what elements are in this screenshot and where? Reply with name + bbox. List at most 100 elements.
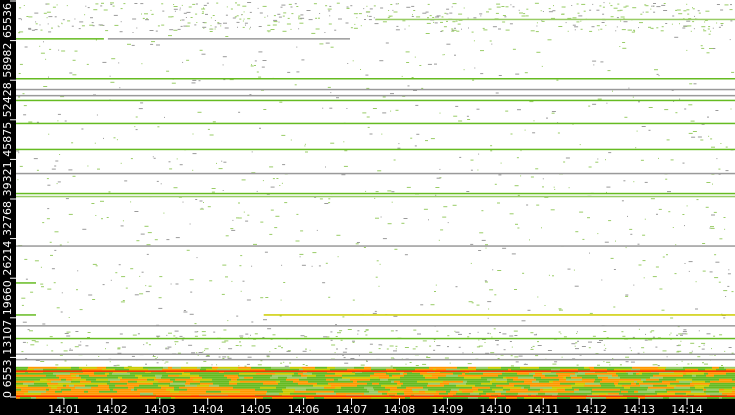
heat-cell — [267, 390, 283, 393]
activity-dot — [149, 30, 154, 31]
activity-dot — [56, 4, 58, 6]
activity-dot — [120, 21, 122, 23]
activity-dot — [429, 345, 432, 347]
activity-dot — [242, 26, 245, 28]
heat-cell — [572, 386, 579, 389]
y-tick-label: 58982 — [1, 43, 14, 78]
heat-cell — [728, 382, 735, 385]
activity-dot — [663, 10, 668, 11]
activity-dot — [730, 20, 733, 22]
heat-cell — [634, 374, 653, 377]
activity-dot — [247, 18, 251, 20]
activity-dot — [325, 166, 326, 168]
activity-dot — [210, 25, 212, 27]
activity-dot — [523, 363, 528, 365]
activity-dot — [650, 8, 652, 10]
activity-dot — [481, 339, 486, 340]
heat-cell — [586, 380, 594, 383]
activity-dot — [675, 9, 678, 11]
heat-cell — [554, 376, 563, 379]
activity-dot — [360, 69, 361, 70]
heat-cell — [239, 384, 243, 387]
heat-cell — [394, 380, 400, 383]
activity-dot — [55, 364, 59, 366]
activity-dot — [652, 5, 655, 7]
activity-dot — [27, 329, 30, 331]
activity-dot — [553, 186, 555, 188]
activity-dot — [225, 276, 228, 278]
activity-dot — [658, 208, 662, 210]
activity-dot — [635, 147, 637, 149]
heat-cell — [156, 376, 161, 379]
activity-dot — [23, 105, 27, 107]
activity-dot — [319, 43, 324, 45]
activity-dot — [235, 2, 237, 4]
activity-dot — [166, 70, 170, 72]
heat-cell — [563, 376, 566, 379]
heat-cell — [405, 378, 425, 381]
activity-dot — [262, 5, 264, 7]
heat-cell — [299, 368, 303, 371]
activity-dot — [558, 26, 563, 27]
heat-cell — [495, 390, 506, 393]
heat-cell — [492, 382, 506, 385]
activity-dot — [198, 352, 203, 353]
activity-dot — [567, 30, 569, 32]
activity-dot — [22, 93, 25, 95]
activity-dot — [330, 331, 333, 333]
heat-cell — [710, 382, 728, 385]
activity-dot — [676, 334, 678, 336]
activity-dot — [48, 16, 53, 18]
activity-dot — [214, 28, 216, 30]
activity-dot — [173, 4, 175, 5]
activity-dot — [139, 293, 144, 295]
activity-dot — [572, 17, 577, 19]
activity-dot — [68, 213, 73, 215]
activity-dot — [60, 96, 65, 98]
activity-dot — [367, 15, 368, 17]
activity-dot — [232, 219, 234, 221]
activity-dot — [336, 234, 341, 236]
activity-dot — [650, 198, 655, 200]
heat-cell — [85, 384, 98, 387]
activity-dot — [603, 349, 606, 351]
heat-cell — [47, 376, 59, 379]
activity-dot — [270, 186, 275, 188]
heat-cell — [627, 396, 638, 399]
activity-dot — [134, 3, 138, 4]
activity-dot — [325, 5, 328, 7]
heat-cell — [667, 384, 676, 387]
activity-dot — [468, 333, 471, 335]
heat-cell — [553, 380, 573, 383]
heat-cell — [612, 374, 618, 377]
activity-dot — [346, 108, 348, 109]
activity-dot — [535, 333, 537, 335]
activity-dot — [413, 90, 417, 91]
heat-cell — [541, 396, 557, 399]
heat-cell — [582, 376, 585, 379]
heat-cell — [540, 388, 543, 391]
heat-cell — [331, 384, 337, 387]
activity-dot — [22, 341, 26, 343]
activity-dot — [634, 30, 636, 32]
activity-dot — [619, 364, 622, 366]
activity-dot — [350, 5, 353, 7]
activity-dot — [493, 328, 496, 330]
heat-cell — [560, 368, 578, 371]
heat-cell — [459, 388, 470, 391]
activity-dot — [688, 261, 693, 263]
activity-dot — [316, 229, 318, 231]
y-tick-label: 39321 — [1, 161, 14, 196]
heat-cell — [490, 386, 503, 389]
heat-cell — [645, 396, 663, 399]
activity-dot — [163, 212, 165, 214]
y-tick-label: 65536 — [1, 3, 14, 38]
activity-dot — [617, 10, 620, 12]
activity-dot — [605, 24, 607, 26]
activity-dot — [78, 28, 81, 30]
activity-dot — [411, 77, 414, 78]
activity-dot — [425, 33, 430, 34]
heat-cell — [59, 376, 73, 379]
activity-dot — [114, 24, 119, 26]
activity-dot — [681, 360, 683, 362]
